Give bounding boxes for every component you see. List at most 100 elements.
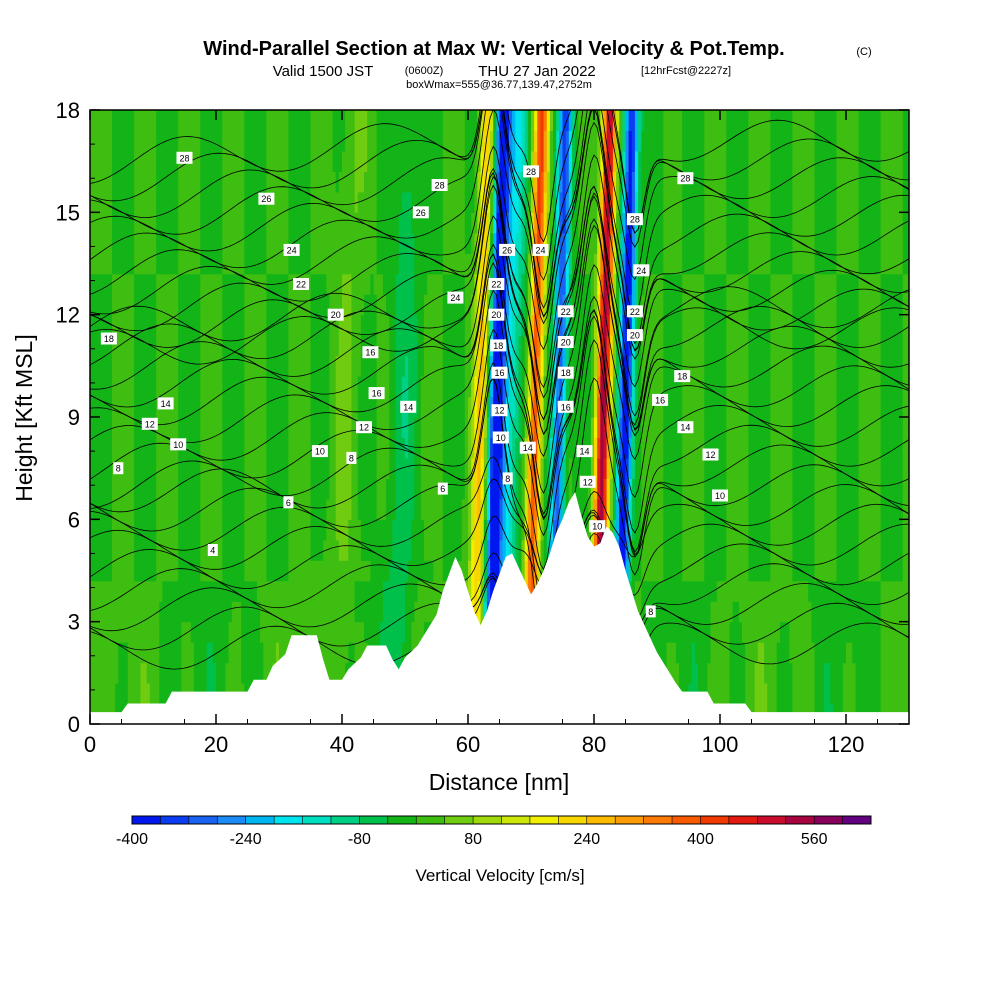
velocity-cell xyxy=(146,580,151,684)
velocity-cell xyxy=(348,519,352,643)
velocity-cell xyxy=(269,273,274,582)
velocity-cell xyxy=(764,683,768,724)
velocity-cell xyxy=(817,273,822,582)
velocity-cell xyxy=(275,273,280,582)
velocity-cell xyxy=(685,110,690,275)
velocity-cell xyxy=(597,294,601,336)
velocity-cell xyxy=(345,560,349,664)
contour-label-text: 12 xyxy=(705,450,715,460)
velocity-cell xyxy=(886,273,891,582)
contour-label: 8 xyxy=(346,451,357,464)
velocity-cell xyxy=(99,110,104,275)
contour-label-text: 20 xyxy=(561,338,571,348)
colorbar-swatch xyxy=(529,816,559,824)
velocity-cell xyxy=(197,110,201,275)
velocity-cell xyxy=(524,376,529,439)
velocity-cell xyxy=(905,110,909,275)
velocity-cell xyxy=(423,110,428,295)
x-tick-label: 20 xyxy=(204,732,228,757)
velocity-cell xyxy=(568,110,573,132)
velocity-cell xyxy=(653,273,658,582)
velocity-cell xyxy=(540,212,545,254)
contour-label-text: 10 xyxy=(173,440,183,450)
velocity-cell xyxy=(342,110,346,152)
velocity-cell xyxy=(868,273,872,582)
colorbar-swatch xyxy=(814,816,843,824)
velocity-cell xyxy=(175,580,179,724)
velocity-cell xyxy=(880,580,885,724)
velocity-cell xyxy=(386,314,390,479)
velocity-cell xyxy=(524,253,529,336)
velocity-cell xyxy=(423,294,428,561)
velocity-cell xyxy=(187,110,192,275)
velocity-cell xyxy=(153,110,157,275)
velocity-cell xyxy=(134,273,138,582)
velocity-cell xyxy=(486,110,491,172)
velocity-cell xyxy=(675,273,680,664)
velocity-cell xyxy=(357,110,362,193)
contour-label: 10 xyxy=(170,438,187,451)
velocity-cell xyxy=(354,212,359,582)
velocity-cell xyxy=(96,580,101,724)
contour-label-text: 26 xyxy=(502,245,512,255)
velocity-cell xyxy=(868,580,872,724)
contour-label-text: 26 xyxy=(261,194,271,204)
velocity-cell xyxy=(767,110,772,275)
contour-label-text: 6 xyxy=(286,498,291,508)
velocity-cell xyxy=(512,110,516,172)
velocity-cell xyxy=(625,171,630,193)
velocity-cell xyxy=(134,110,138,275)
velocity-cell xyxy=(622,212,627,254)
velocity-cell xyxy=(102,273,107,582)
velocity-cell xyxy=(524,437,529,479)
velocity-cell xyxy=(846,273,850,643)
velocity-cell xyxy=(162,580,167,724)
velocity-cell xyxy=(401,110,406,193)
velocity-cell xyxy=(625,560,630,582)
velocity-cell xyxy=(716,273,721,582)
velocity-cell xyxy=(203,580,208,724)
contour-label: 18 xyxy=(490,339,507,352)
contour-label-text: 14 xyxy=(680,423,690,433)
contour-label-box xyxy=(532,243,549,256)
contour-label-box xyxy=(645,605,656,618)
velocity-cell xyxy=(285,110,289,275)
velocity-cell xyxy=(244,580,249,724)
velocity-cell xyxy=(301,273,305,643)
velocity-cell xyxy=(90,580,94,724)
velocity-cell xyxy=(313,110,318,275)
velocity-cell xyxy=(531,294,535,316)
velocity-cell xyxy=(634,314,639,418)
velocity-cell xyxy=(682,580,686,724)
contour-label: 28 xyxy=(176,151,193,164)
velocity-cell xyxy=(354,580,359,623)
velocity-cell xyxy=(672,273,677,643)
velocity-cell xyxy=(701,580,705,724)
velocity-cell xyxy=(247,273,252,582)
contour-label: 26 xyxy=(499,243,516,256)
velocity-cell xyxy=(263,273,267,724)
velocity-cell xyxy=(572,110,576,132)
velocity-cell xyxy=(657,110,661,275)
velocity-cell xyxy=(464,253,469,582)
velocity-cell xyxy=(490,437,494,479)
velocity-cell xyxy=(634,110,639,152)
velocity-cell xyxy=(609,376,614,398)
velocity-cell xyxy=(896,110,901,275)
colorbar-swatch xyxy=(444,816,474,824)
velocity-cell xyxy=(360,580,365,623)
velocity-cell xyxy=(206,642,211,724)
velocity-cell xyxy=(707,273,712,664)
velocity-cell xyxy=(609,232,614,275)
velocity-cell xyxy=(102,580,107,724)
velocity-cell xyxy=(515,314,520,439)
velocity-cell xyxy=(622,314,627,357)
velocity-cell xyxy=(282,580,286,724)
velocity-cell xyxy=(603,457,608,479)
contour-label-text: 8 xyxy=(116,464,121,474)
velocity-cell xyxy=(631,110,636,172)
velocity-cell xyxy=(96,110,101,275)
velocity-cell xyxy=(565,253,570,295)
velocity-cell xyxy=(540,273,545,316)
colorbar: -400 -240 -80 80 240 400 560 xyxy=(116,815,872,848)
